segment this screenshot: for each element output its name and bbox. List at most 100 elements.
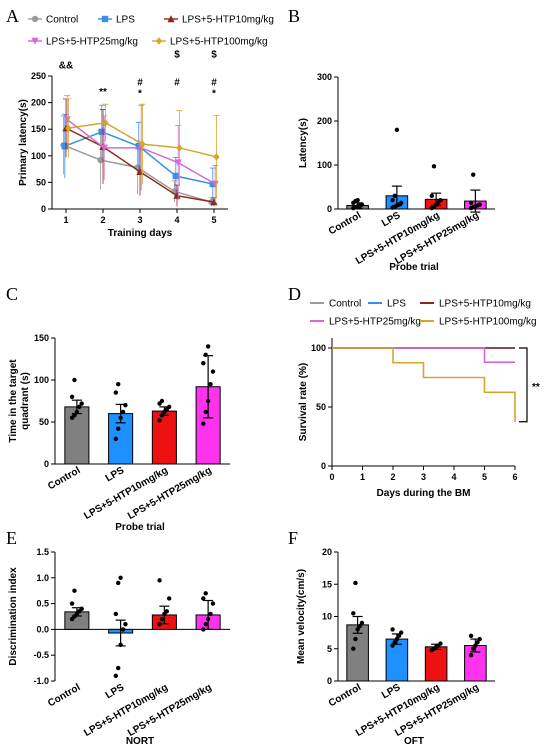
category-label: LPS+5-HTP25mg/kg: [126, 682, 214, 739]
x-axis-title: Probe trial: [115, 522, 165, 533]
bar: [64, 406, 90, 465]
y-tick-label: 150: [34, 333, 49, 343]
category-label: LPS: [380, 210, 403, 229]
y-axis-title: Latency(s): [298, 118, 309, 168]
legend-label: Control: [46, 15, 78, 26]
significance-mark: **: [99, 87, 107, 98]
y-tick-label: 100: [31, 151, 46, 161]
significance-mark: *: [212, 89, 216, 100]
y-tick-label: 10: [322, 612, 332, 622]
data-point: [429, 193, 435, 198]
data-point: [203, 591, 208, 596]
category-label: LPS: [380, 682, 403, 701]
significance-mark: *: [138, 89, 142, 100]
category-label: LPS+5-HTP25mg/kg: [126, 465, 214, 522]
data-point: [113, 390, 119, 395]
data-point: [159, 616, 165, 622]
data-point: [69, 394, 75, 399]
x-tick-label: 6: [512, 472, 517, 482]
y-tick-label: 0: [327, 204, 332, 214]
x-axis-title: Training days: [108, 228, 173, 239]
data-point: [355, 198, 360, 203]
data-point: [471, 646, 476, 651]
significance-mark: $: [174, 50, 180, 61]
data-point: [438, 198, 443, 203]
legend-label: LPS+5-HTP25mg/kg: [329, 317, 421, 328]
y-tick-label: 0: [327, 676, 332, 686]
y-tick-label: 0.0: [36, 624, 49, 634]
y-tick-label: 150: [31, 124, 46, 134]
category-label: Control: [46, 465, 82, 492]
y-tick-label: 200: [31, 98, 46, 108]
data-point: [173, 191, 181, 199]
category-label: Control: [327, 210, 363, 237]
data-point: [359, 620, 365, 626]
category-label: LPS: [104, 465, 127, 484]
legend-marker: [167, 15, 175, 23]
panel-letter-f: F: [288, 528, 298, 548]
data-point: [205, 344, 211, 349]
data-point: [172, 172, 179, 180]
data-point: [176, 144, 183, 152]
data-point: [113, 436, 119, 441]
x-tick-label: 2: [390, 472, 395, 482]
scatter-points: [351, 580, 365, 651]
y-axis-title: Survival rate (%): [298, 363, 309, 441]
data-point: [157, 578, 162, 583]
data-point: [357, 623, 362, 629]
data-point: [113, 673, 119, 679]
y-tick-label: 0: [41, 204, 46, 214]
bar: [151, 410, 177, 465]
category-label: Control: [327, 682, 363, 709]
y-tick-label: 5: [327, 644, 332, 654]
data-point: [390, 198, 395, 203]
x-axis-title: Probe trial: [389, 262, 439, 273]
panel-letter-a: A: [6, 6, 19, 26]
data-point: [72, 377, 77, 383]
x-axis-title: OFT: [404, 736, 424, 747]
x-tick-label: 3: [137, 215, 142, 225]
data-point: [209, 180, 216, 188]
x-tick-label: 2: [100, 215, 105, 225]
scatter-points: [468, 633, 482, 658]
y-tick-label: 50: [36, 177, 46, 187]
y-tick-label: 300: [317, 72, 332, 82]
data-point: [475, 640, 480, 645]
data-point: [123, 622, 128, 627]
panel-a-legend: Control LPS LPS+5-HTP10mg/kg LPS+5-HTP25mg/…: [28, 15, 274, 48]
legend-label: LPS+5-HTP10mg/kg: [439, 299, 531, 310]
legend-label: Control: [329, 299, 361, 310]
data-point: [201, 361, 206, 366]
data-point: [201, 421, 206, 426]
y-tick-label: 20: [322, 547, 332, 557]
data-point: [353, 636, 358, 642]
y-axis-title: Mean velocity(cm/s): [296, 569, 307, 664]
y-axis-title: Time in the targetquadrant (s): [8, 359, 31, 443]
category-label: Control: [46, 682, 82, 709]
significance-mark: &&: [59, 60, 73, 71]
data-point: [157, 418, 162, 423]
data-point: [139, 140, 146, 148]
y-tick-label: 100: [317, 160, 332, 170]
series-lps_htp100: [332, 347, 516, 422]
panel-letter-c: C: [6, 284, 18, 304]
series-lps_htp25: [63, 95, 219, 203]
series-lps: [61, 104, 216, 200]
panel-letter-b: B: [288, 6, 300, 26]
x-tick-label: 0: [329, 472, 334, 482]
data-point: [390, 627, 395, 632]
legend-label: LPS+5-HTP25mg/kg: [46, 37, 138, 48]
data-point: [159, 398, 165, 404]
significance-mark: **: [532, 382, 540, 393]
data-point: [392, 193, 397, 198]
scatter-points: [69, 377, 84, 420]
legend-marker: [101, 15, 109, 23]
data-point: [208, 611, 213, 617]
data-point: [98, 128, 105, 136]
x-tick-label: 1: [63, 215, 68, 225]
legend-marker: [31, 37, 39, 45]
legend-label: LPS: [387, 299, 406, 310]
y-tick-label: 0.5: [36, 599, 49, 609]
